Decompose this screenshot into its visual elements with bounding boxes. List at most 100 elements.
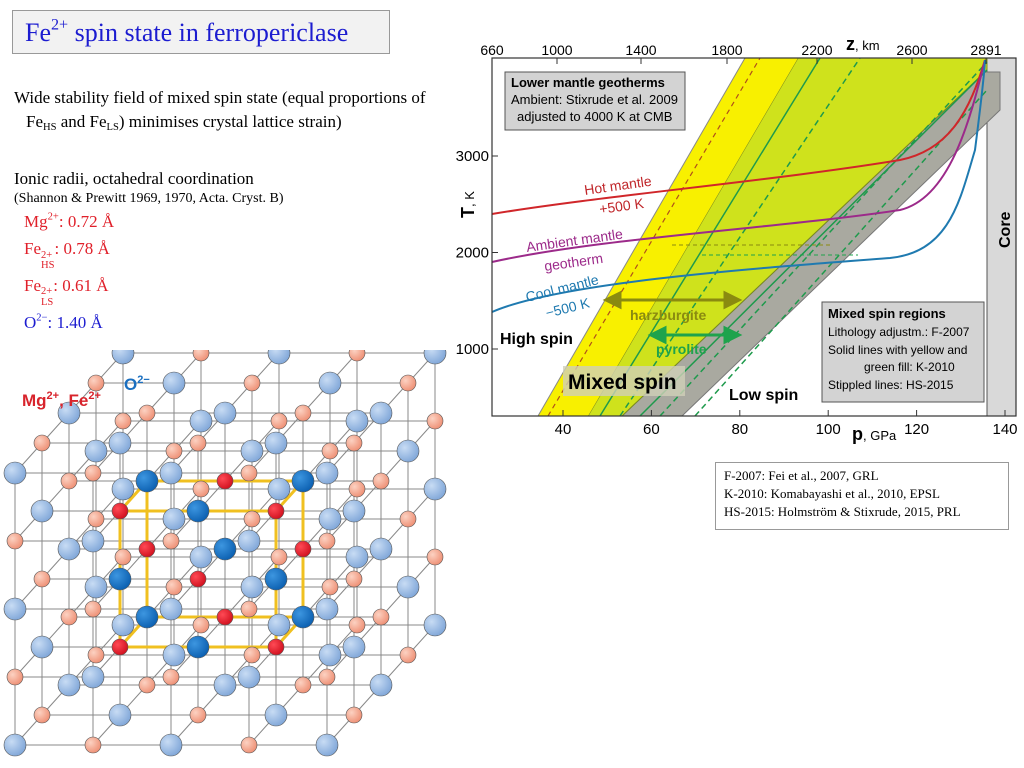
oxygen-atom (213, 401, 237, 425)
text: and Fe (56, 112, 107, 131)
cation-atom (6, 532, 24, 550)
cation-atom (111, 502, 129, 520)
cation-atom (138, 676, 156, 694)
cation-atom (321, 442, 339, 460)
boundary (537, 57, 746, 417)
tick-label: 660 (480, 42, 504, 58)
oxygen-atom (162, 371, 186, 395)
oxygen-atom (264, 703, 288, 727)
cation-atom (426, 412, 444, 430)
hot-geotherm (491, 59, 986, 215)
cation-atom (372, 472, 390, 490)
solid-line (639, 69, 988, 417)
symbol: z (846, 34, 855, 54)
radius: : 1.40 Å (47, 312, 103, 332)
oxygen-atom (267, 613, 291, 637)
radius: : 0.61 Å (53, 275, 109, 295)
geotherm-box (504, 71, 686, 131)
oxygen-atom (213, 537, 237, 561)
cation-atom (162, 668, 180, 686)
reference: K-2010: Komabayashi et al., 2010, EPSL (724, 486, 940, 501)
box-title: Lower mantle geotherms (511, 75, 665, 90)
cation-atom (138, 404, 156, 422)
cation-atom (372, 608, 390, 626)
cation-atom (60, 472, 78, 490)
state: LS (41, 297, 54, 309)
cation-atom (84, 736, 102, 754)
cation-atom (33, 706, 51, 724)
lithology-label: pyrolite (656, 341, 707, 357)
dashed-line (659, 61, 988, 417)
tick-label: 140 (992, 421, 1017, 438)
cation-atom (84, 600, 102, 618)
cation-atom (165, 578, 183, 596)
cation-atom (399, 510, 417, 528)
symbol: O (24, 312, 37, 332)
cation-atom (111, 638, 129, 656)
oxygen-atom (315, 733, 339, 757)
oxygen-atom (291, 605, 315, 629)
cation-atom (60, 608, 78, 626)
figure: 40 60 80 100 120 140 1000 2000 3000 660 1000 1400 18… (456, 34, 1018, 444)
oxygen-atom (84, 575, 108, 599)
cation-atom (240, 600, 258, 618)
cation-atom (33, 434, 51, 452)
cation-atom (84, 464, 102, 482)
axis-title: T, K (458, 191, 478, 218)
cation-atom (294, 676, 312, 694)
state: HS (41, 260, 55, 272)
solid-line (599, 57, 821, 417)
tick-label: 3000 (456, 148, 489, 165)
sup: 2+ (88, 390, 101, 402)
oxygen-atom (189, 545, 213, 569)
cation-atom (267, 638, 285, 656)
title-text: spin state in ferropericlase (68, 18, 349, 47)
cation-atom (87, 646, 105, 664)
oxygen-atom (111, 613, 135, 637)
oxygen-atom (57, 401, 81, 425)
oxygen-atom (264, 431, 288, 455)
oxygen-atom (3, 597, 27, 621)
sup: 2+ (47, 390, 60, 402)
symbol: Fe (24, 239, 41, 258)
oxygen-atom (81, 665, 105, 689)
text: , Fe (59, 391, 88, 410)
oxygen-atom (186, 499, 210, 523)
tick-label: 2891 (970, 42, 1001, 58)
cation-atom (426, 548, 444, 566)
cation-atom (348, 616, 366, 634)
oxygen-atom (135, 469, 159, 493)
box-text: adjusted to 4000 K at CMB (517, 109, 672, 124)
oxygen-atom (108, 703, 132, 727)
box-text: Ambient: Stixrude et al. 2009 (511, 92, 678, 107)
oxygen-atom (318, 371, 342, 395)
oxygen-atom (159, 733, 183, 757)
cation-atom (243, 510, 261, 528)
cation-atom (240, 736, 258, 754)
ion: Mg2+: 0.72 Å (14, 208, 434, 235)
pyrolite-arrow (647, 325, 743, 345)
text: Mg (22, 391, 47, 410)
cation-atom (243, 646, 261, 664)
ion: O2−: 1.40 Å (14, 309, 434, 336)
cation-atom (267, 502, 285, 520)
arrow-head (647, 325, 667, 345)
cation-atom (189, 706, 207, 724)
box-text: Stippled lines: HS-2015 (828, 378, 954, 392)
oxygen-atom (30, 635, 54, 659)
box-text: green fill: K-2010 (864, 360, 955, 374)
oxygen-atom (318, 507, 342, 531)
tick-label: 2600 (896, 42, 927, 58)
dashed-line (619, 57, 861, 417)
cation-atom (189, 434, 207, 452)
cation-atom (348, 350, 366, 362)
tick-label: 1000 (541, 42, 572, 58)
text: Wide stability field of mixed spin state… (14, 88, 426, 131)
axis-title: p, GPa (852, 424, 897, 444)
oxygen-atom (81, 529, 105, 553)
charge-state: 2+ LS (41, 287, 53, 308)
tick-label: 1000 (456, 341, 489, 358)
ion: Fe 2+ LS: 0.61 Å (14, 272, 434, 309)
tick-label: 100 (816, 421, 841, 438)
